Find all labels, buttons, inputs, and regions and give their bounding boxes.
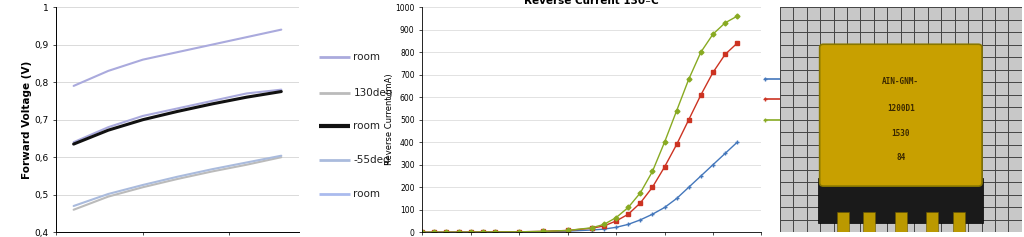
DK1: [683, 186, 695, 189]
DK2: [416, 231, 428, 234]
DK30: [707, 33, 719, 36]
DK2: [513, 230, 525, 233]
DK30: [683, 78, 695, 81]
DK1: [513, 230, 525, 233]
DK1: [658, 206, 671, 209]
DK2: [634, 201, 646, 204]
DK30: [440, 231, 453, 234]
DK2: [646, 186, 658, 189]
DK30: [561, 229, 573, 232]
Bar: [837, 212, 849, 232]
DK1: [719, 152, 731, 155]
DK30: [477, 231, 489, 233]
Text: 84: 84: [896, 154, 905, 162]
Bar: [953, 212, 965, 232]
Y-axis label: Reverse Current (mA): Reverse Current (mA): [385, 74, 394, 165]
DK30: [465, 231, 477, 233]
Text: room: room: [353, 121, 381, 132]
DK1: [610, 226, 623, 229]
DK1: [465, 231, 477, 233]
DK30: [513, 230, 525, 233]
DK2: [671, 143, 683, 146]
DK2: [538, 230, 550, 233]
DK2: [731, 42, 743, 45]
DK30: [671, 109, 683, 112]
Text: DK2: DK2: [783, 96, 798, 102]
DK2: [488, 231, 501, 233]
Text: DK1: DK1: [783, 76, 798, 82]
DK1: [646, 213, 658, 216]
Title: Reverse Current 130ºC: Reverse Current 130ºC: [524, 0, 659, 6]
DK1: [634, 219, 646, 221]
Text: room: room: [353, 189, 381, 199]
DK30: [428, 231, 440, 234]
Bar: [895, 212, 907, 232]
DK1: [694, 174, 707, 177]
DK2: [622, 213, 634, 216]
DK1: [488, 231, 501, 233]
Text: room: room: [353, 52, 381, 62]
DK30: [453, 231, 465, 233]
DK2: [719, 53, 731, 56]
DK30: [598, 223, 610, 226]
DK2: [694, 94, 707, 96]
DK2: [610, 219, 623, 222]
DK1: [671, 197, 683, 200]
Line: DK2: DK2: [421, 41, 739, 234]
Line: DK30: DK30: [421, 14, 739, 234]
DK30: [488, 231, 501, 233]
DK1: [731, 141, 743, 144]
Bar: [927, 212, 938, 232]
DK30: [622, 206, 634, 209]
Text: DK30: DK30: [783, 117, 802, 123]
DK1: [622, 223, 634, 226]
DK1: [477, 231, 489, 233]
DK2: [440, 231, 453, 234]
DK1: [440, 231, 453, 234]
DK1: [416, 231, 428, 234]
DK1: [586, 228, 598, 231]
DK1: [453, 231, 465, 233]
DK30: [646, 170, 658, 173]
DK1: [538, 230, 550, 233]
Bar: [818, 178, 983, 223]
DK2: [453, 231, 465, 233]
DK30: [538, 230, 550, 233]
DK30: [416, 231, 428, 234]
DK1: [561, 230, 573, 232]
DK30: [586, 226, 598, 229]
DK2: [707, 71, 719, 74]
Text: AIN-GNM-: AIN-GNM-: [883, 77, 920, 86]
FancyBboxPatch shape: [819, 44, 982, 186]
Line: DK1: DK1: [420, 140, 739, 234]
DK30: [610, 216, 623, 219]
DK30: [719, 22, 731, 24]
DK30: [634, 191, 646, 194]
Text: -55deg: -55deg: [353, 155, 390, 165]
Bar: [863, 212, 876, 232]
DK2: [561, 229, 573, 232]
DK30: [694, 51, 707, 54]
DK2: [658, 165, 671, 168]
DK1: [598, 228, 610, 231]
DK2: [465, 231, 477, 233]
DK2: [428, 231, 440, 234]
DK2: [683, 118, 695, 121]
Text: 1530: 1530: [892, 129, 910, 138]
Text: 1200D1: 1200D1: [887, 104, 914, 113]
DK2: [477, 231, 489, 233]
DK1: [707, 163, 719, 166]
DK30: [731, 15, 743, 18]
DK1: [428, 231, 440, 234]
DK2: [598, 224, 610, 227]
Text: 130deg: 130deg: [353, 88, 393, 98]
DK2: [586, 227, 598, 230]
Y-axis label: Forward Voltage (V): Forward Voltage (V): [22, 61, 32, 179]
DK30: [658, 141, 671, 144]
